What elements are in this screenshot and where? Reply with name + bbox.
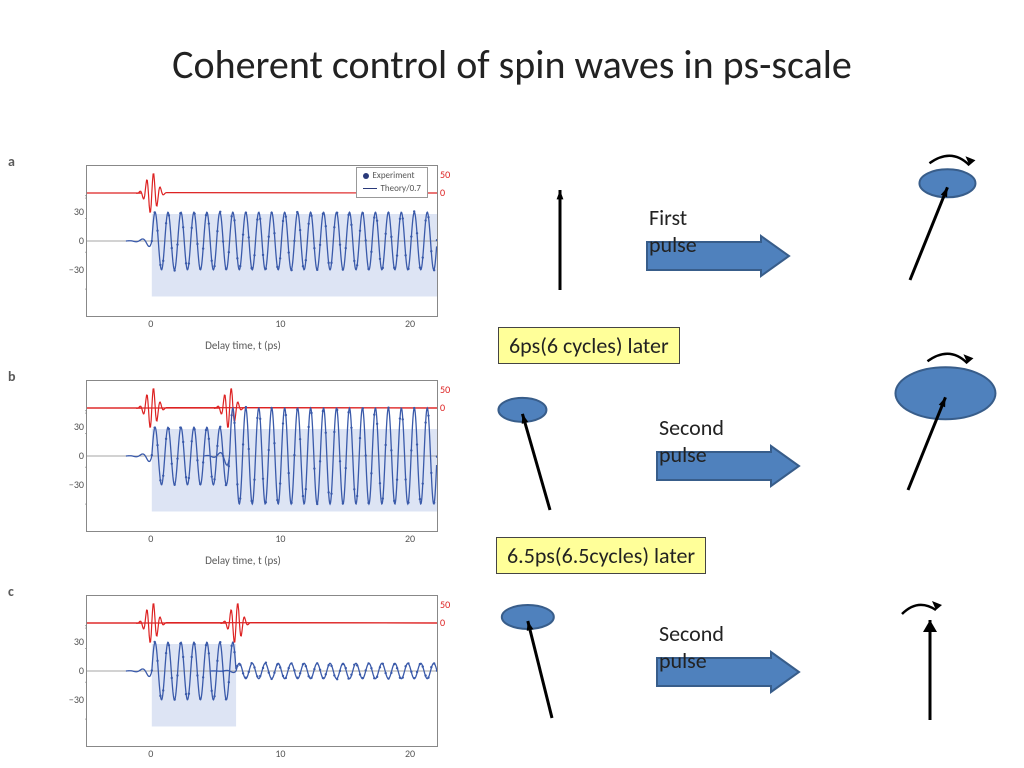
panel-label: b — [8, 368, 16, 385]
xtick: 0 — [141, 317, 161, 330]
legend-experiment: Experiment — [373, 170, 415, 183]
plot-panel-a: aFaraday rotation, θF (μrad)Magnetic fie… — [18, 155, 468, 350]
xtick: 0 — [141, 532, 161, 545]
xtick: 20 — [400, 317, 420, 330]
precession-diagram — [480, 350, 640, 530]
ytick-left: 0 — [64, 234, 84, 247]
xtick: 10 — [270, 532, 290, 545]
plot-panel-b: bFaraday rotation, θF (μrad)Magnetic fie… — [18, 370, 468, 565]
plot-box — [86, 380, 438, 532]
xlabel: Delay time, t (ps) — [18, 554, 468, 567]
ytick-right: 0 — [440, 186, 470, 199]
panel-label: a — [8, 153, 15, 170]
ytick-left: 0 — [64, 664, 84, 677]
precession-diagram — [490, 130, 650, 310]
ytick-left: 30 — [64, 420, 84, 433]
xtick: 0 — [141, 747, 161, 760]
ytick-left: 30 — [64, 205, 84, 218]
ytick-left: −30 — [64, 693, 84, 706]
ytick-left: −30 — [64, 263, 84, 276]
xtick: 20 — [400, 532, 420, 545]
precession-diagram — [840, 120, 1000, 300]
arrow-label: Second pulse — [659, 414, 724, 468]
arrow-label: First pulse — [649, 204, 697, 258]
page-title: Coherent control of spin waves in ps-sca… — [0, 40, 1024, 89]
precession-diagram — [482, 558, 642, 738]
plot-box — [86, 595, 438, 747]
precession-diagram-collapsed — [840, 560, 1000, 740]
xtick: 20 — [400, 747, 420, 760]
precession-diagram — [838, 330, 998, 510]
ytick-left: 0 — [64, 449, 84, 462]
xlabel: Delay time, t (ps) — [18, 339, 468, 352]
ytick-left: 30 — [64, 635, 84, 648]
arrow-label: Second pulse — [659, 620, 724, 674]
plot-panel-c: cFaraday rotation, θF (μrad)Magnetic fie… — [18, 585, 468, 768]
ytick-left: −30 — [64, 478, 84, 491]
ytick-right: 50 — [440, 168, 470, 181]
ytick-right: 0 — [440, 401, 470, 414]
ytick-right: 50 — [440, 598, 470, 611]
panel-label: c — [8, 583, 14, 600]
ytick-right: 0 — [440, 616, 470, 629]
legend: ExperimentTheory/0.7 — [356, 167, 428, 198]
xtick: 10 — [270, 747, 290, 760]
ytick-right: 50 — [440, 383, 470, 396]
xtick: 10 — [270, 317, 290, 330]
legend-theory: Theory/0.7 — [381, 183, 421, 196]
